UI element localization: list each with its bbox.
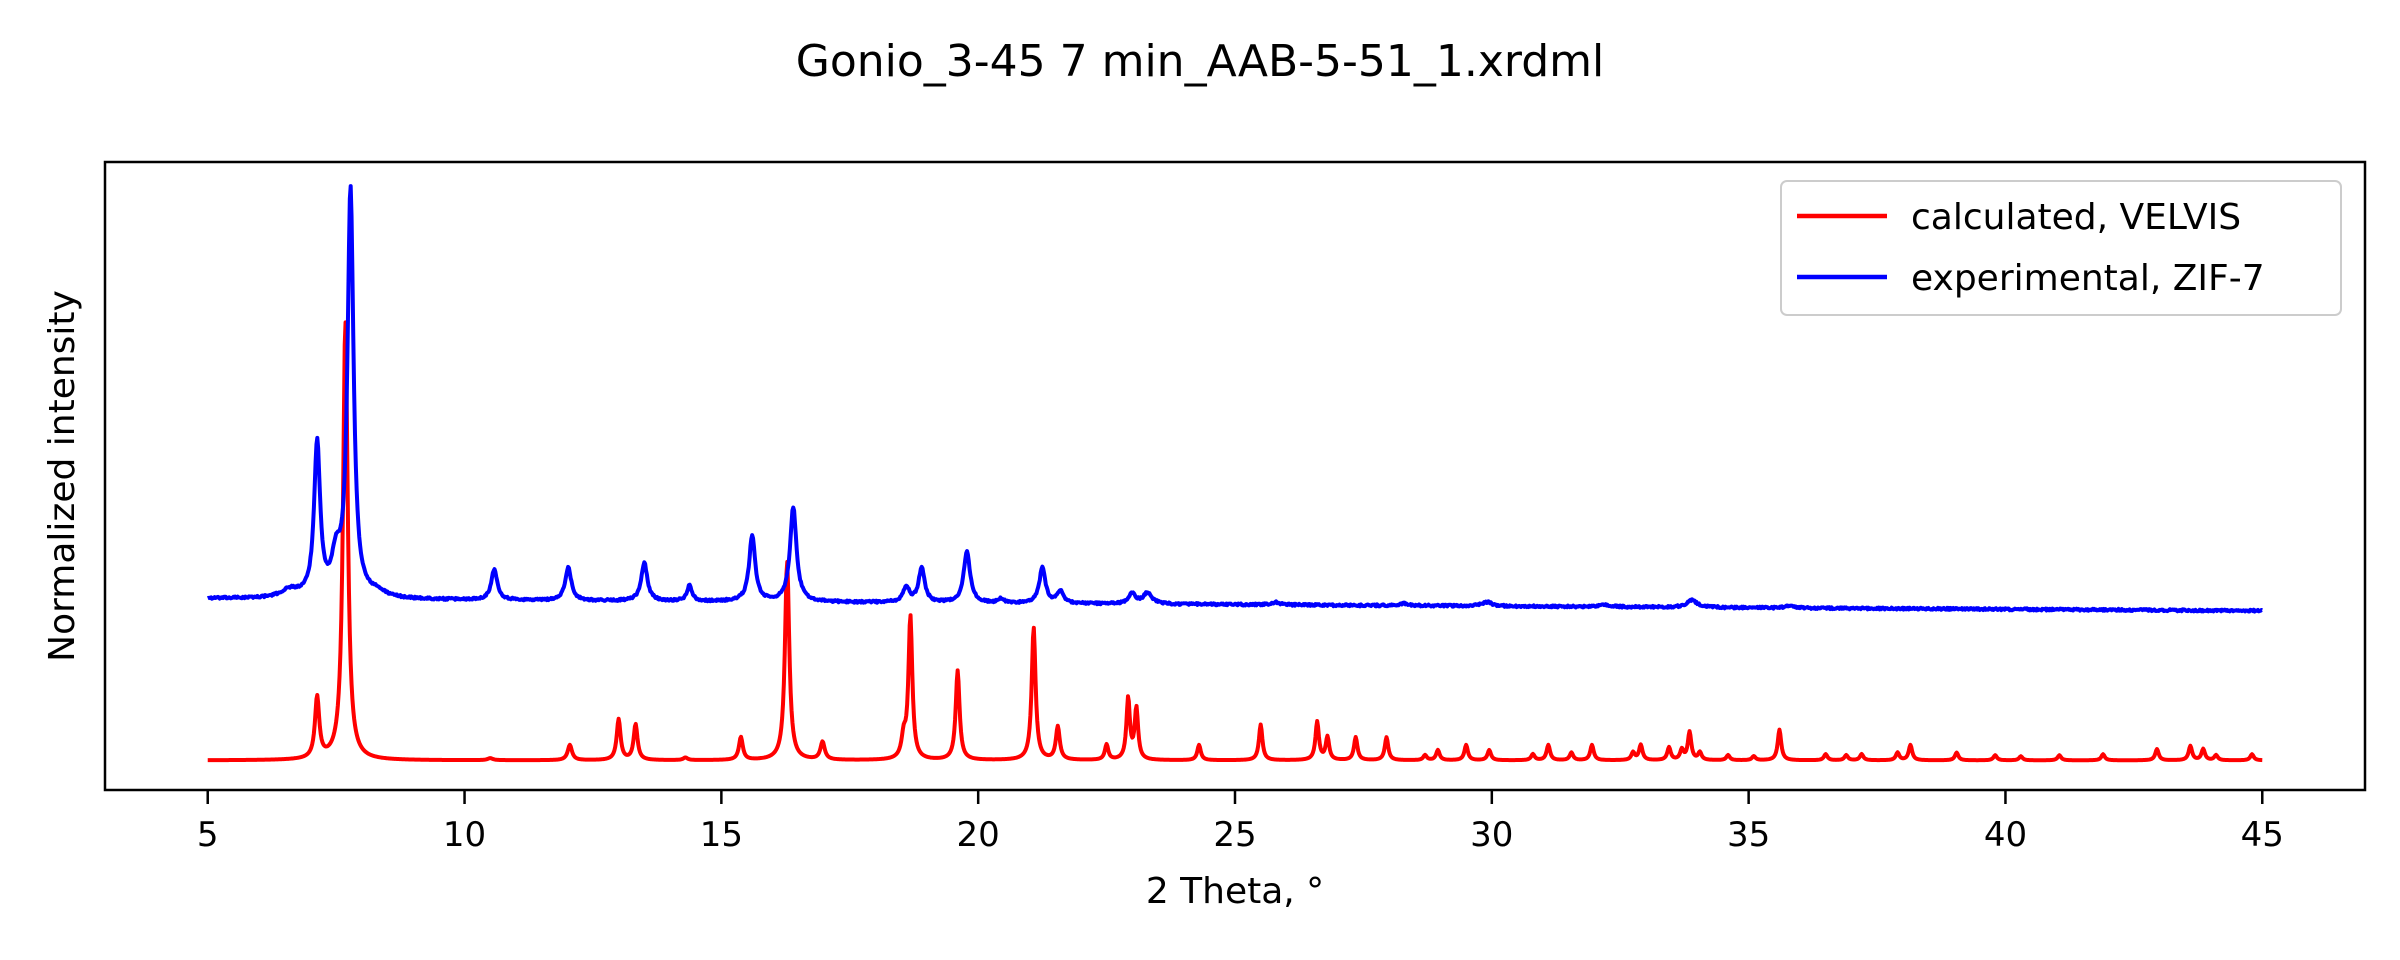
x-tick-label: 15: [700, 815, 743, 855]
legend-label-calculated: calculated, VELVIS: [1911, 197, 2241, 238]
x-tick-label: 45: [2241, 815, 2284, 855]
x-tick-label: 20: [957, 815, 1000, 855]
y-axis-label: Normalized intensity: [42, 290, 83, 662]
series-layer: [206, 184, 2264, 763]
legend-box: [1780, 180, 2342, 316]
x-tick-label: 30: [1470, 815, 1513, 855]
chart-title: Gonio_3-45 7 min_AAB-5-51_1.xrdml: [796, 36, 1605, 87]
legend: calculated, VELVIS experimental, ZIF-7: [1780, 180, 2342, 316]
legend-label-experimental: experimental, ZIF-7: [1911, 258, 2265, 299]
x-tick-label: 35: [1727, 815, 1770, 855]
series-line-calculated: [206, 320, 2264, 763]
x-axis-label: 2 Theta, °: [1146, 871, 1324, 912]
x-tick-label: 5: [197, 815, 219, 855]
x-axis: 5 10 15 20 25 30 35 40 45: [197, 790, 2284, 855]
x-tick-label: 25: [1213, 815, 1256, 855]
x-tick-label: 40: [1984, 815, 2027, 855]
series-line-experimental: [206, 184, 2264, 614]
x-tick-label: 10: [443, 815, 486, 855]
